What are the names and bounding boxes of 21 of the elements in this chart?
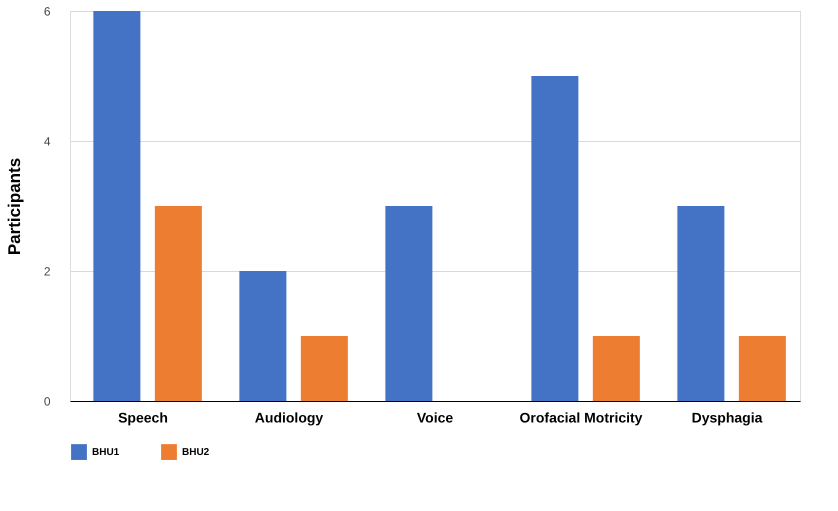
x-tick-label: Speech	[118, 410, 168, 426]
bar	[531, 76, 578, 401]
bar	[239, 271, 286, 401]
y-axis-title: Participants	[4, 158, 24, 256]
bar	[738, 336, 786, 401]
bar	[93, 11, 140, 401]
y-tick-label: 4	[44, 134, 51, 148]
bar	[677, 206, 724, 401]
y-tick-label: 2	[44, 264, 51, 278]
x-tick-label: Voice	[416, 410, 454, 426]
legend-label: BHU1	[92, 447, 120, 458]
bar	[300, 336, 348, 401]
x-tick-label: Orofacial Motricity	[520, 410, 643, 426]
y-tick-label: 0	[44, 394, 51, 408]
bar	[592, 336, 640, 401]
legend-label: BHU2	[182, 447, 210, 458]
x-tick-label: Audiology	[254, 410, 324, 426]
x-tick-label: Dysphagia	[692, 410, 763, 426]
bar	[385, 206, 432, 401]
y-tick-label: 6	[44, 4, 51, 18]
bar	[154, 206, 202, 401]
